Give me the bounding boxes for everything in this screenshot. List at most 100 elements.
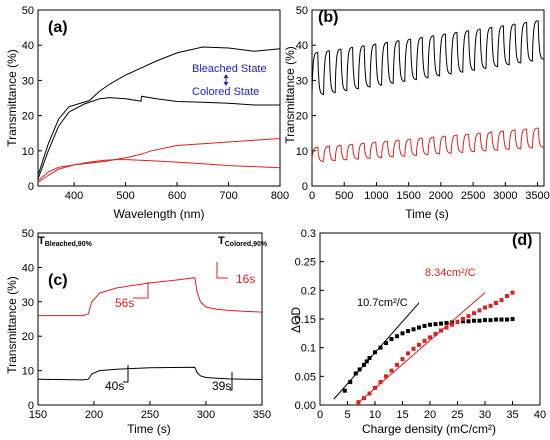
panel-d-slope-red: 8.34cm²/C — [425, 267, 476, 279]
panel-c-t-colored-sub: Colored,90% — [225, 241, 268, 248]
panel-d-ylabel: ΔOD — [289, 307, 303, 333]
data-point — [389, 368, 394, 373]
panel-c-t-bleached: TBleached,90% — [38, 235, 93, 248]
data-point — [348, 380, 353, 385]
response-line-1 — [38, 277, 263, 317]
cycle-line-1 — [311, 20, 545, 96]
pointer-56s — [133, 282, 149, 299]
pointer-40s — [123, 365, 129, 383]
x-tick-label: 30 — [479, 409, 491, 421]
panel-c-annotation-16s: 16s — [236, 272, 255, 286]
data-point — [488, 318, 493, 323]
data-point — [505, 294, 509, 299]
y-tick-label: 30 — [296, 75, 308, 87]
data-point — [395, 362, 399, 367]
panel-a-plot: 400 500 600 700 800 0 10 20 30 40 50 — [22, 5, 289, 202]
panel-d-slope-black: 10.7cm²/C — [357, 297, 408, 309]
y-tick-label: 0 — [28, 181, 34, 193]
panel-a-label: (a) — [48, 19, 68, 36]
y-tick-label: 10 — [22, 366, 34, 378]
panel-c-ylabel: Transmittance (%) — [5, 276, 19, 374]
data-point — [406, 329, 410, 334]
x-tick-label: 800 — [271, 190, 289, 202]
y-tick-label: 20 — [296, 111, 308, 123]
panel-c-t-colored: TColored,90% — [218, 235, 268, 248]
x-tick-label: 40 — [534, 409, 546, 421]
y-tick-label: 10 — [22, 146, 34, 158]
data-point — [417, 325, 421, 330]
data-point — [417, 342, 421, 347]
panel-c-t-bleached-sub: Bleached,90% — [45, 241, 93, 248]
data-point — [422, 338, 427, 343]
x-tick-label: 5 — [344, 409, 350, 421]
y-tick-label: 50 — [296, 5, 308, 17]
panel-c-annotation-56s: 56s — [115, 296, 134, 310]
x-tick-label: 3500 — [525, 190, 549, 202]
data-point — [378, 380, 383, 385]
data-point — [483, 305, 487, 310]
y-tick-label: 40 — [22, 262, 34, 274]
panel-d-label: (d) — [512, 232, 532, 249]
y-tick-label: 30 — [22, 75, 34, 87]
x-tick-label: 35 — [506, 409, 518, 421]
y-tick-label: 20 — [22, 331, 34, 343]
data-point — [428, 335, 432, 340]
data-point — [433, 322, 438, 327]
data-point — [455, 319, 460, 324]
panel-b-ylabel: Transmittance (%) — [283, 46, 297, 144]
data-point — [466, 319, 471, 324]
x-tick-label: 10 — [369, 409, 381, 421]
data-point — [505, 317, 509, 322]
data-point — [444, 321, 449, 326]
data-point — [499, 317, 504, 322]
x-tick-label: 1000 — [364, 190, 388, 202]
response-line-2 — [37, 366, 263, 381]
x-tick-label: 2500 — [461, 190, 485, 202]
y-tick-label: 50 — [22, 228, 34, 240]
x-tick-label: 600 — [168, 190, 186, 202]
data-point — [510, 317, 515, 321]
series-line-4 — [37, 159, 281, 183]
data-point — [472, 318, 476, 323]
plot-frame — [37, 9, 281, 187]
panel-b-xlabel: Time (s) — [405, 207, 449, 221]
data-point — [510, 290, 515, 295]
y-tick-label: 40 — [296, 40, 308, 52]
data-point — [428, 322, 432, 327]
data-point — [472, 311, 476, 316]
panel-a-annotation-bleached: Bleached State — [192, 63, 267, 75]
y-tick-label: 0 — [28, 400, 34, 412]
data-point — [367, 355, 372, 360]
plot-frame — [311, 9, 545, 187]
series-line-1 — [37, 46, 281, 176]
data-point — [411, 346, 416, 351]
panel-d: 0 5 10 15 20 25 30 35 40 0.00 0.05 0.1 0.15 0.2 0.25 0.… — [289, 228, 546, 436]
fit-line — [333, 302, 420, 400]
y-tick-label: 0.15 — [295, 314, 316, 326]
panel-b-plot: 0 500 1000 1500 2000 2500 3000 3500 0 10 20 30 40 50 — [296, 5, 550, 202]
data-point — [499, 298, 504, 303]
data-point — [433, 331, 438, 336]
x-tick-label: 500 — [335, 190, 353, 202]
x-tick-label: 25 — [451, 409, 463, 421]
y-tick-label: 30 — [22, 297, 34, 309]
data-point — [461, 317, 465, 321]
x-tick-label: 300 — [197, 409, 215, 421]
y-tick-label: 0.25 — [295, 257, 316, 269]
data-point — [494, 300, 498, 305]
data-point — [439, 321, 443, 326]
panel-a-ylabel: Transmittance (%) — [5, 49, 19, 147]
fit-line — [355, 292, 486, 406]
data-point — [461, 319, 465, 324]
data-point — [353, 371, 358, 376]
panel-c-plot: 150 200 250 300 350 0 10 20 30 40 50 — [22, 228, 271, 421]
y-tick-label: 0.2 — [301, 285, 316, 297]
panel-c-xlabel: Time (s) — [127, 422, 171, 436]
data-point — [483, 318, 487, 323]
data-point — [444, 325, 449, 330]
series-line-3 — [37, 138, 281, 182]
panel-a-arrow — [223, 74, 229, 86]
data-point — [384, 374, 388, 379]
